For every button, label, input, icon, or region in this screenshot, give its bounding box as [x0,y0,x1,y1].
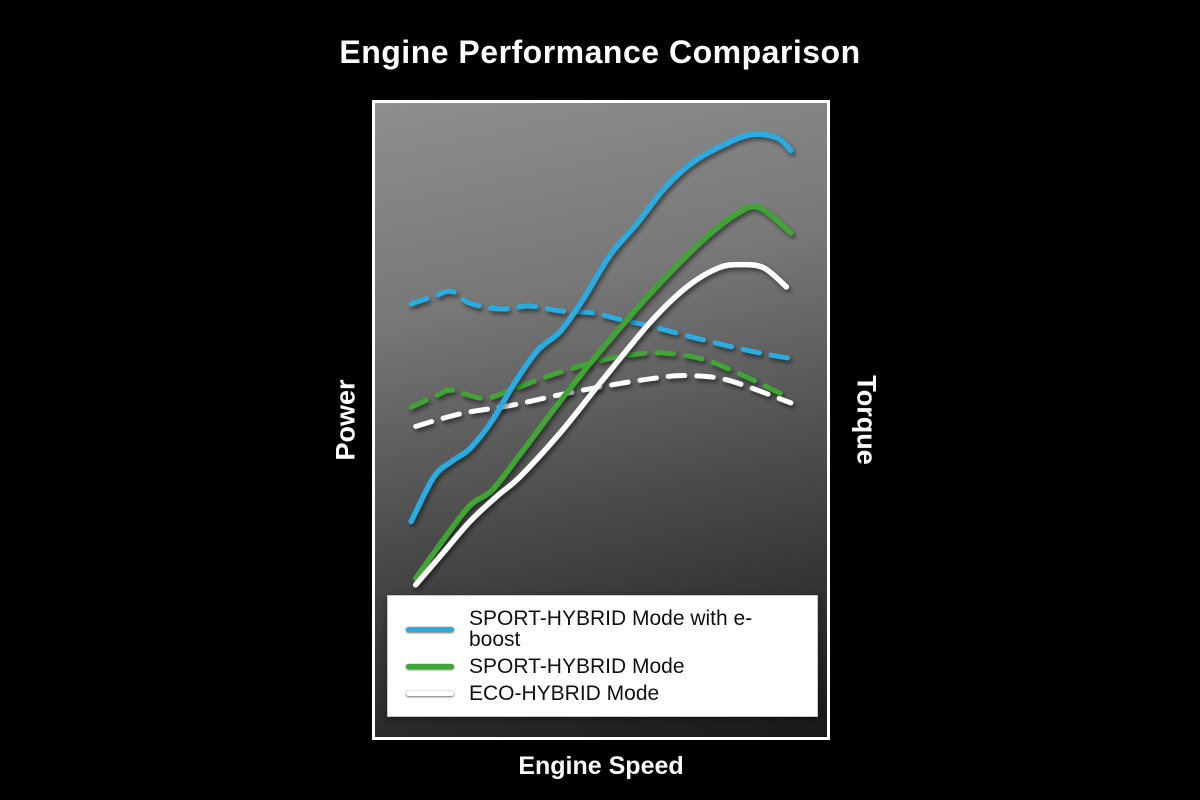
legend-line-swatch [406,691,454,696]
y-axis-label-power: Power [330,379,361,461]
curve-power-sport-hybrid-mode [412,203,794,582]
performance-chart [408,131,794,588]
legend-item: SPORT-HYBRID Mode with e-boost [406,608,799,650]
legend-label: SPORT-HYBRID Mode [469,655,685,678]
curve-power-sport-hybrid-mode-with-e-boost [408,131,794,525]
legend: SPORT-HYBRID Mode with e-boost SPORT-HYBR… [387,595,818,717]
curve-torque-eco-hybrid-mode [413,373,794,429]
legend-label: SPORT-HYBRID Mode with e-boost [469,607,753,651]
curve-power-eco-hybrid-mode [412,261,790,588]
curve-torque-sport-hybrid-mode [408,350,794,410]
legend-label: ECO-HYBRID Mode [469,682,660,705]
legend-line-swatch [406,626,454,632]
legend-line-swatch [406,664,454,669]
chart-title: Engine Performance Comparison [339,34,861,70]
y-axis-label-torque: Torque [851,375,882,465]
plot-area: SPORT-HYBRID Mode with e-boost SPORT-HYBR… [372,100,830,740]
x-axis-label-engine-speed: Engine Speed [518,752,684,780]
legend-item: ECO-HYBRID Mode [406,683,799,704]
legend-item: SPORT-HYBRID Mode [406,656,799,677]
